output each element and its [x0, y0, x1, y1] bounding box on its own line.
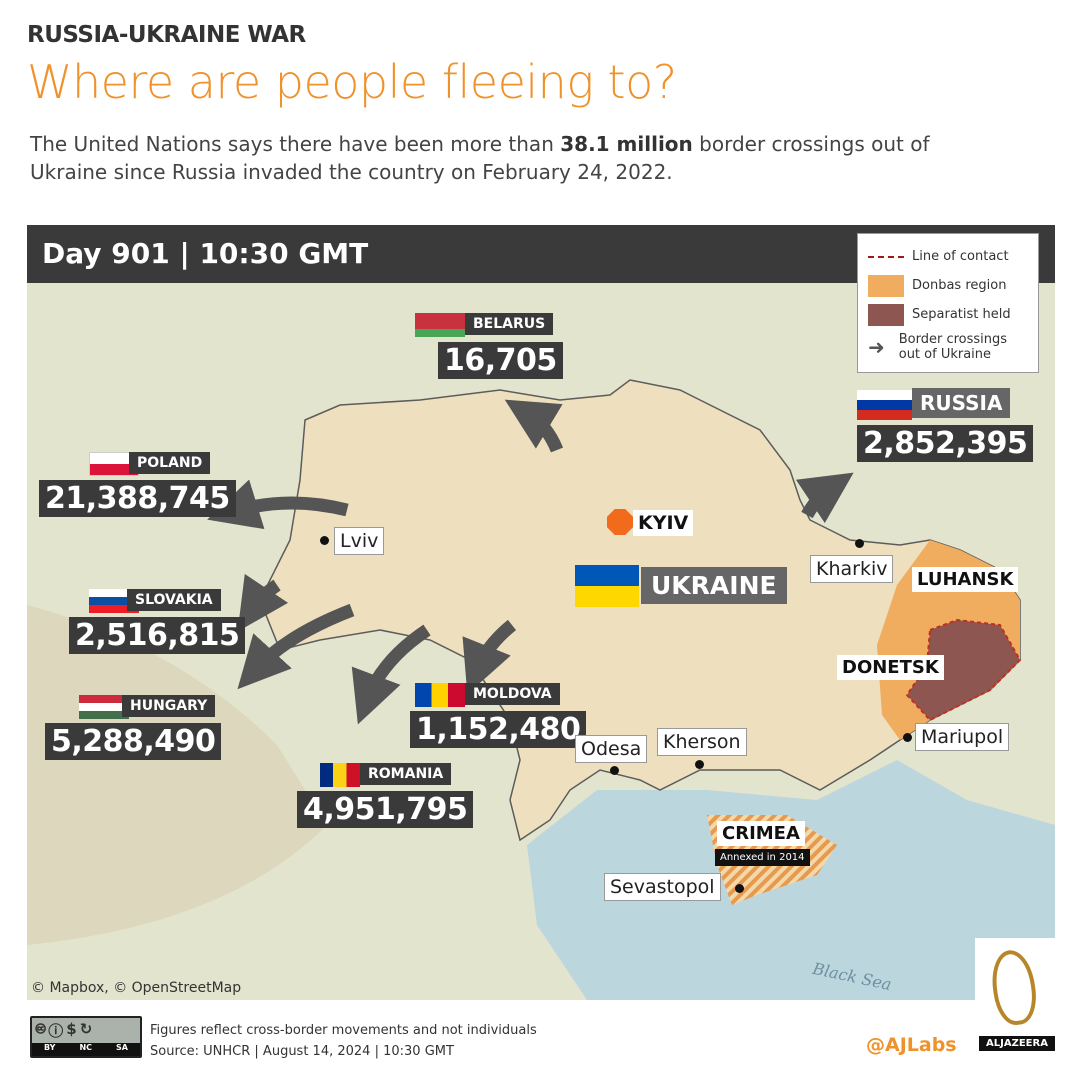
city-label: Mariupol [915, 723, 1010, 751]
map: Day 901 | 10:30 GMT Line of contact Donb… [27, 225, 1055, 1000]
subtitle: The United Nations says there have been … [30, 132, 930, 184]
arrow-poland [207, 479, 349, 530]
arrow-slovakia [237, 573, 289, 632]
separatist-held [905, 618, 1022, 722]
kicker: RUSSIA-UKRAINE WAR [27, 22, 306, 48]
legend: Line of contact Donbas region Separatist… [857, 233, 1039, 373]
city-dot [735, 884, 744, 893]
arrow-right-icon: ➜ [868, 334, 885, 359]
line-of-contact-swatch [868, 255, 904, 258]
crimea-note: Annexed in 2014 [715, 849, 810, 866]
city-label: Kharkiv [810, 555, 894, 583]
city-label: Sevastopol [604, 873, 721, 901]
footer-source: Source: UNHCR | August 14, 2024 | 10:30 … [150, 1044, 454, 1059]
footer-note: Figures reflect cross-border movements a… [150, 1023, 537, 1038]
sa-icon: ↻ [79, 1020, 93, 1038]
logo-text: ALJAZEERA [979, 1036, 1055, 1051]
city-label: Lviv [334, 527, 385, 555]
page-title: Where are people fleeing to? [27, 55, 677, 109]
arrow-romania [351, 624, 431, 725]
ajlabs-handle: @AJLabs [866, 1034, 957, 1056]
city-dot [855, 539, 864, 548]
city-label: Odesa [575, 735, 648, 763]
city-dot [320, 536, 329, 545]
flag-romania [320, 763, 360, 787]
country-count: 2,516,815 [69, 617, 246, 654]
cc-license-badge: 🅭 ⓘ $ ↻ BY NC SA [30, 1016, 142, 1058]
city-label: Kherson [657, 728, 747, 756]
country-name: POLAND [129, 452, 211, 474]
country-count: 16,705 [438, 342, 563, 379]
logo-mark [987, 947, 1041, 1028]
by-icon: ⓘ [48, 1022, 64, 1040]
flag-belarus [415, 313, 465, 337]
arrow-moldova [462, 619, 517, 695]
city-dot [610, 766, 619, 775]
arrow-hungary [237, 603, 355, 690]
map-credit: © Mapbox, © OpenStreetMap [31, 980, 242, 996]
arrow-belarus [504, 399, 564, 453]
country-name: SLOVAKIA [127, 589, 221, 611]
country-count: 2,852,395 [857, 425, 1034, 462]
donetsk-label: DONETSK [837, 655, 944, 680]
country-name: ROMANIA [360, 763, 452, 785]
city-dot [903, 733, 912, 742]
ukraine-shape [259, 379, 1021, 842]
capital-label: KYIV [633, 510, 694, 536]
flag-moldova [415, 683, 465, 707]
country-count: 5,288,490 [45, 723, 222, 760]
country-count: 1,152,480 [410, 711, 587, 748]
crimea-label: CRIMEA [717, 821, 805, 846]
country-count: 4,951,795 [297, 791, 474, 828]
aljazeera-logo: ALJAZEERA [975, 938, 1055, 1058]
donbas-swatch [868, 274, 904, 297]
city-dot [695, 760, 704, 769]
luhansk-label: LUHANSK [912, 567, 1019, 592]
cc-icon: 🅭 [36, 1020, 46, 1038]
separatist-swatch [868, 303, 904, 326]
ukraine-label: UKRAINE [641, 567, 787, 604]
country-name: RUSSIA [912, 388, 1011, 418]
arrow-russia [795, 472, 854, 524]
flag-russia [857, 390, 912, 420]
country-name: BELARUS [465, 313, 554, 335]
country-name: MOLDOVA [465, 683, 560, 705]
nc-icon: $ [66, 1020, 77, 1038]
flag-hungary [79, 695, 129, 719]
country-name: HUNGARY [122, 695, 216, 717]
capital-icon [607, 509, 633, 535]
country-count: 21,388,745 [39, 480, 236, 517]
flag-ukraine [575, 565, 639, 607]
footer-notes: Figures reflect cross-border movements a… [150, 1020, 537, 1062]
